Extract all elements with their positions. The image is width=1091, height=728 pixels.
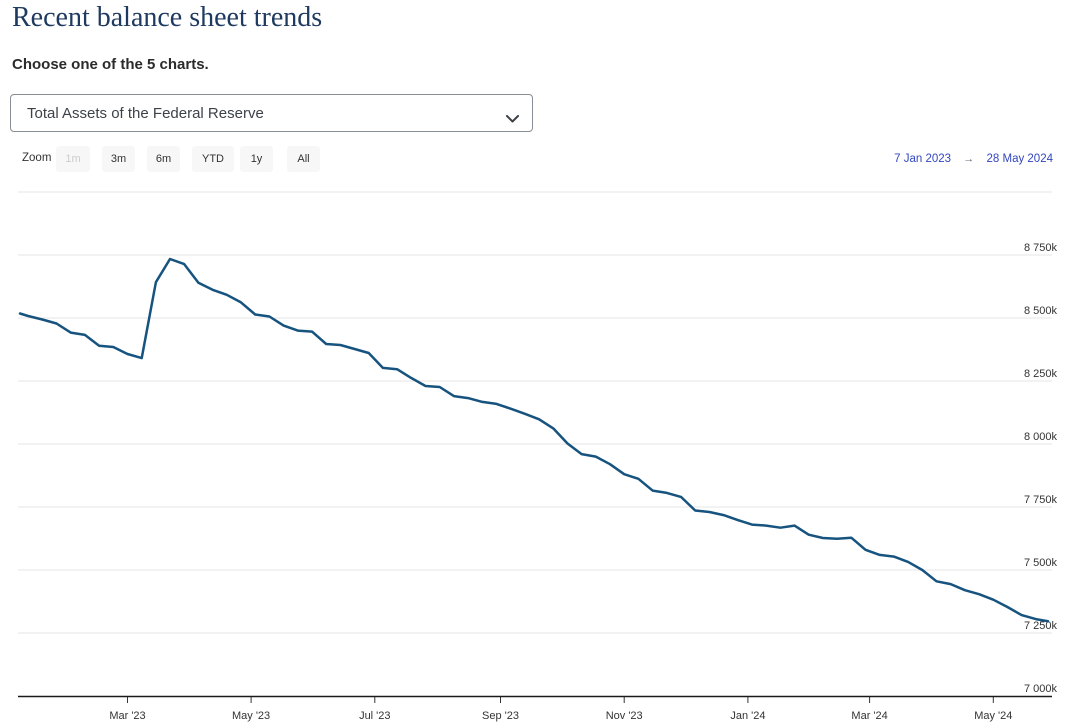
zoom-button-ytd[interactable]: YTD: [192, 146, 234, 172]
x-axis-label: Mar '23: [109, 710, 145, 722]
zoom-button-1m[interactable]: 1m: [56, 146, 90, 172]
x-axis-label: May '23: [232, 710, 270, 722]
chart-picker-select[interactable]: Total Assets of the Federal Reserve: [10, 94, 533, 132]
y-axis-label: 8 750k: [1024, 242, 1058, 254]
range-from-date[interactable]: 7 Jan 2023: [894, 153, 952, 165]
range-arrow-icon: →: [963, 153, 975, 165]
y-axis-label: 7 250k: [1024, 620, 1058, 632]
x-axis-label: Jul '23: [359, 710, 390, 722]
range-to-date[interactable]: 28 May 2024: [986, 153, 1054, 165]
y-axis-label: 8 500k: [1024, 305, 1058, 317]
y-axis-label: 7 500k: [1024, 557, 1058, 569]
zoom-button-3m[interactable]: 3m: [102, 146, 135, 172]
y-axis-label: 7 000k: [1024, 683, 1058, 695]
x-axis-label: Sep '23: [482, 710, 519, 722]
series-line: [18, 257, 1050, 623]
chart-picker-instruction: Choose one of the 5 charts.: [12, 56, 209, 73]
zoom-button-all[interactable]: All: [287, 146, 320, 172]
x-axis-label: May '24: [974, 710, 1012, 722]
x-axis-label: Mar '24: [851, 710, 887, 722]
page-title: Recent balance sheet trends: [12, 2, 323, 33]
x-axis-label: Nov '23: [606, 710, 643, 722]
zoom-label: Zoom: [22, 152, 52, 164]
y-axis-label: 7 750k: [1024, 494, 1058, 506]
y-axis-label: 8 000k: [1024, 431, 1058, 443]
x-axis-label: Jan '24: [730, 710, 765, 722]
range-selector-dates: 7 Jan 2023 → 28 May 2024: [894, 153, 1053, 165]
zoom-button-6m[interactable]: 6m: [147, 146, 180, 172]
zoom-button-1y[interactable]: 1y: [240, 146, 273, 172]
y-axis-label: 8 250k: [1024, 368, 1058, 380]
